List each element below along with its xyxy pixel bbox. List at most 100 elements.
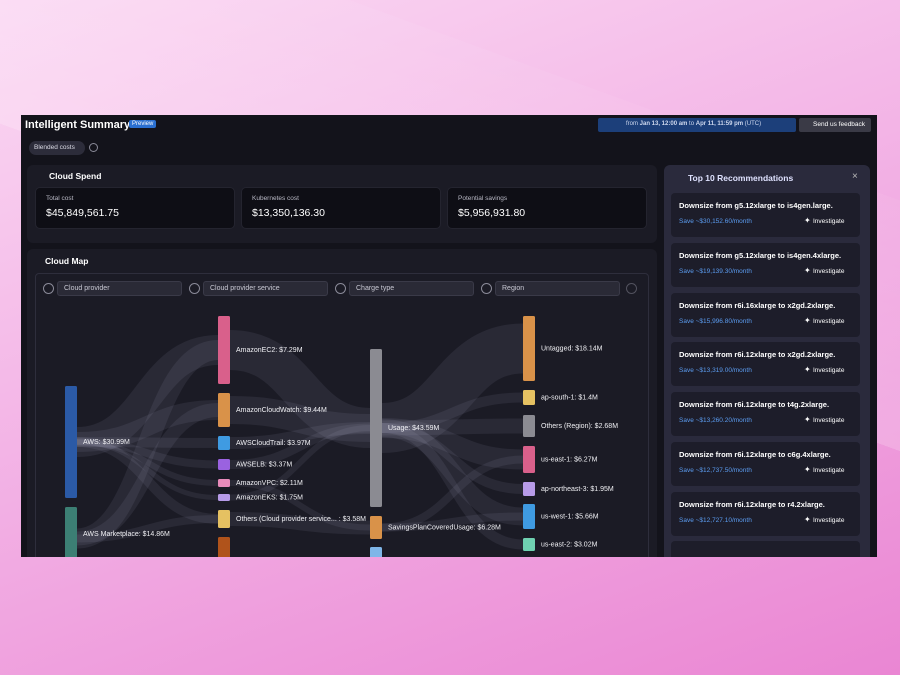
flow-link (381, 419, 524, 526)
flow-node (65, 507, 77, 557)
investigate-button[interactable]: Investigate (813, 417, 845, 425)
add-filter[interactable] (626, 283, 637, 294)
spend-card (447, 187, 647, 229)
flow-link (75, 340, 220, 549)
sparkle-icon: ✦ (804, 514, 811, 524)
recommendation-card[interactable] (671, 292, 860, 337)
help-icon[interactable] (89, 143, 98, 152)
flow-link (381, 512, 524, 532)
filter-select[interactable]: Charge type (349, 281, 474, 296)
flow-link (229, 423, 371, 469)
panel-title: Cloud Spend (49, 171, 102, 181)
flow-link (76, 437, 219, 448)
remove-filter[interactable] (189, 283, 200, 294)
date-range[interactable]: from Jan 13, 12:00 am to Apr 11, 11:59 p… (598, 118, 796, 132)
rec-title: Downsize from r6i.12xlarge to r4.2xlarge… (679, 499, 825, 509)
investigate-button[interactable]: Investigate (813, 516, 845, 524)
date-end: Apr 11, 11:59 pm (695, 121, 744, 127)
card-value: $45,849,561.75 (46, 207, 119, 219)
flow-node (370, 547, 382, 557)
card-value: $5,956,931.80 (458, 207, 526, 219)
node-label: Others (Cloud provider service... : $3.5… (236, 516, 366, 523)
filter-select[interactable]: Cloud provider service (203, 281, 328, 296)
remove-filter[interactable] (43, 283, 54, 294)
flow-node (218, 537, 230, 557)
remove-filter[interactable] (335, 283, 346, 294)
node-label: AWS: $30.99M (83, 439, 130, 446)
node-label: AWSELB: $3.37M (236, 461, 292, 468)
node-label: ap-northeast-3: $1.95M (541, 486, 614, 493)
node-label: us-west-1: $5.66M (541, 513, 599, 520)
flow-node (218, 510, 230, 528)
node-label: AmazonVPC: $2.11M (236, 480, 303, 487)
investigate-button[interactable]: Investigate (813, 467, 845, 474)
node-label: us-east-2: $3.02M (541, 541, 598, 548)
flow-node (523, 316, 535, 381)
flow-link (229, 480, 371, 531)
sparkle-icon: ✦ (804, 265, 811, 275)
recommendation-card[interactable] (671, 242, 860, 287)
node-label: AmazonEC2: $7.29M (236, 347, 303, 354)
flow-node (218, 393, 230, 427)
sparkle-icon: ✦ (804, 415, 811, 425)
cost-type-dropdown[interactable]: Blended costs (29, 141, 85, 155)
recommendation-card[interactable] (671, 491, 860, 536)
rec-title: Downsize from g5.12xlarge to is4gen.larg… (679, 201, 833, 210)
filter-select[interactable]: Cloud provider (57, 281, 182, 296)
flow-link (76, 438, 219, 469)
flow-link (381, 423, 524, 494)
flow-link (76, 439, 219, 486)
node-label: us-east-1: $6.27M (541, 456, 598, 463)
node-label: SavingsPlanCoveredUsage: $6.28M (388, 524, 501, 531)
flow-link (380, 323, 525, 453)
flow-link (76, 439, 219, 500)
spend-card (241, 187, 441, 229)
recommendation-card[interactable] (671, 442, 860, 486)
rec-savings: Save ~$30,152.60/month (679, 218, 752, 225)
investigate-button[interactable]: Investigate (813, 367, 845, 375)
close-icon[interactable]: × (852, 171, 858, 182)
rec-title: Downsize from r6i.12xlarge to t4g.2xlarg… (679, 400, 830, 410)
recommendation-card[interactable] (671, 541, 860, 557)
cloud-map-sankey: AWS: $30.99M AWS Marketplace: $14.86M Amaz… (65, 316, 618, 557)
flow-node (523, 390, 535, 405)
flow-node (65, 386, 77, 498)
remove-filter[interactable] (481, 283, 492, 294)
rec-title: Downsize from r6i.12xlarge to c6g.4xlarg… (679, 450, 831, 459)
flow-node (218, 459, 230, 470)
flow-link (76, 515, 219, 543)
investigate-button[interactable]: Investigate (813, 218, 845, 225)
flow-link (229, 422, 371, 449)
recommendation-card[interactable] (671, 392, 860, 437)
sparkle-icon: ✦ (804, 465, 811, 474)
rec-savings: Save ~$13,260.20/month (679, 417, 752, 425)
card-label: Kubernetes cost (252, 195, 299, 202)
feedback-button[interactable]: Send us feedback (799, 118, 871, 132)
flow-link (229, 396, 371, 442)
node-label: AmazonCloudWatch: $9.44M (236, 407, 327, 414)
card-label: Total cost (46, 195, 74, 202)
date-prefix: from (626, 121, 638, 127)
rec-savings: Save ~$19,139.30/month (679, 267, 752, 275)
spend-card (35, 187, 235, 229)
cloud-map-panel: Cloud Map (27, 249, 657, 557)
flow-link (76, 400, 219, 452)
rec-savings: Save ~$13,319.00/month (679, 367, 752, 375)
card-value: $13,350,136.30 (252, 207, 325, 219)
investigate-button[interactable]: Investigate (813, 267, 845, 275)
recommendation-card[interactable] (671, 342, 860, 387)
flow-link (381, 423, 524, 550)
flow-node (523, 504, 535, 529)
flow-link (381, 392, 524, 433)
panel-title: Cloud Map (45, 256, 89, 266)
date-tz: (UTC) (744, 121, 762, 127)
flow-node (370, 516, 382, 539)
node-label: AmazonEKS: $1.75M (236, 494, 303, 501)
rec-savings: Save ~$12,727.10/month (679, 516, 752, 524)
sparkle-icon: ✦ (804, 216, 811, 225)
investigate-button[interactable]: Investigate (813, 317, 845, 325)
node-label: AWS Marketplace: $14.86M (83, 531, 170, 538)
filter-select[interactable]: Region (495, 281, 620, 296)
recommendation-card[interactable] (671, 193, 860, 237)
